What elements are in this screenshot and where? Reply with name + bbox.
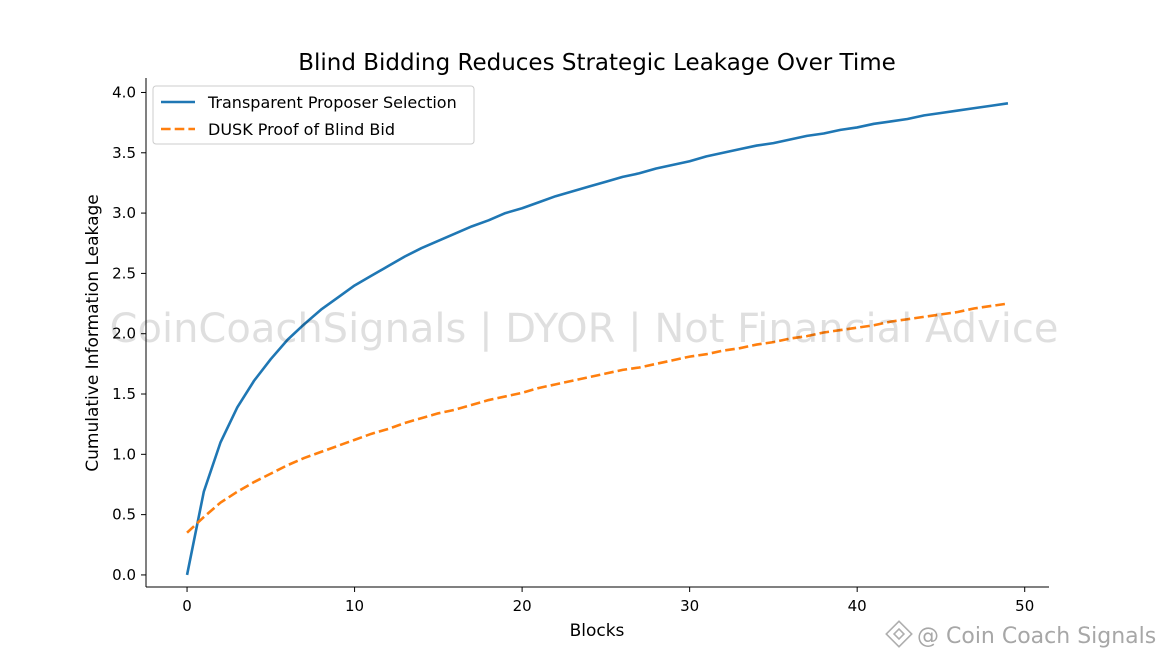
- y-axis-ticks: 0.0 0.5 1.0 1.5 2.0 2.5 3.0 3.5 4.0: [112, 83, 146, 584]
- x-tick-label: 30: [680, 597, 699, 615]
- series-line-0: [185, 102, 1009, 576]
- y-tick-label: 3.5: [112, 144, 136, 162]
- x-axis-label: Blocks: [570, 621, 625, 641]
- chart-title: Blind Bidding Reduces Strategic Leakage …: [298, 50, 896, 76]
- series-layer: [185, 102, 1009, 576]
- y-tick-label: 2.0: [112, 325, 136, 343]
- y-tick-label: 1.5: [112, 385, 136, 403]
- legend-label-transparent: Transparent Proposer Selection: [207, 93, 457, 112]
- watermark-corner-text: @ Coin Coach Signals: [917, 624, 1156, 649]
- y-tick-label: 0.5: [112, 506, 136, 524]
- x-axis-ticks: 0 10 20 30 40 50: [182, 587, 1034, 615]
- legend-label-dusk: DUSK Proof of Blind Bid: [208, 120, 395, 139]
- x-tick-label: 0: [182, 597, 192, 615]
- corner-watermark: @ Coin Coach Signals: [885, 620, 1156, 649]
- y-tick-label: 0.0: [112, 566, 136, 584]
- y-axis-label: Cumulative Information Leakage: [83, 194, 103, 472]
- x-tick-label: 40: [848, 597, 867, 615]
- y-tick-label: 1.0: [112, 445, 136, 463]
- x-tick-label: 10: [345, 597, 364, 615]
- y-tick-label: 4.0: [112, 83, 136, 101]
- legend-box: [152, 85, 475, 145]
- plot-area: 0 10 20 30 40 50 0.0 0.5 1.0 1.5 2.0 2.5 3.0 3.5 4.0: [112, 78, 1049, 615]
- legend: Transparent Proposer Selection DUSK Proo…: [152, 85, 475, 145]
- y-tick-label: 3.0: [112, 204, 136, 222]
- y-tick-label: 2.5: [112, 264, 136, 282]
- x-tick-label: 20: [513, 597, 532, 615]
- watermark-text: CoinCoachSignals | DYOR | Not Financial …: [110, 306, 1059, 352]
- binance-logo-icon: [885, 620, 913, 648]
- series-line-1: [186, 302, 1009, 534]
- x-tick-label: 50: [1015, 597, 1034, 615]
